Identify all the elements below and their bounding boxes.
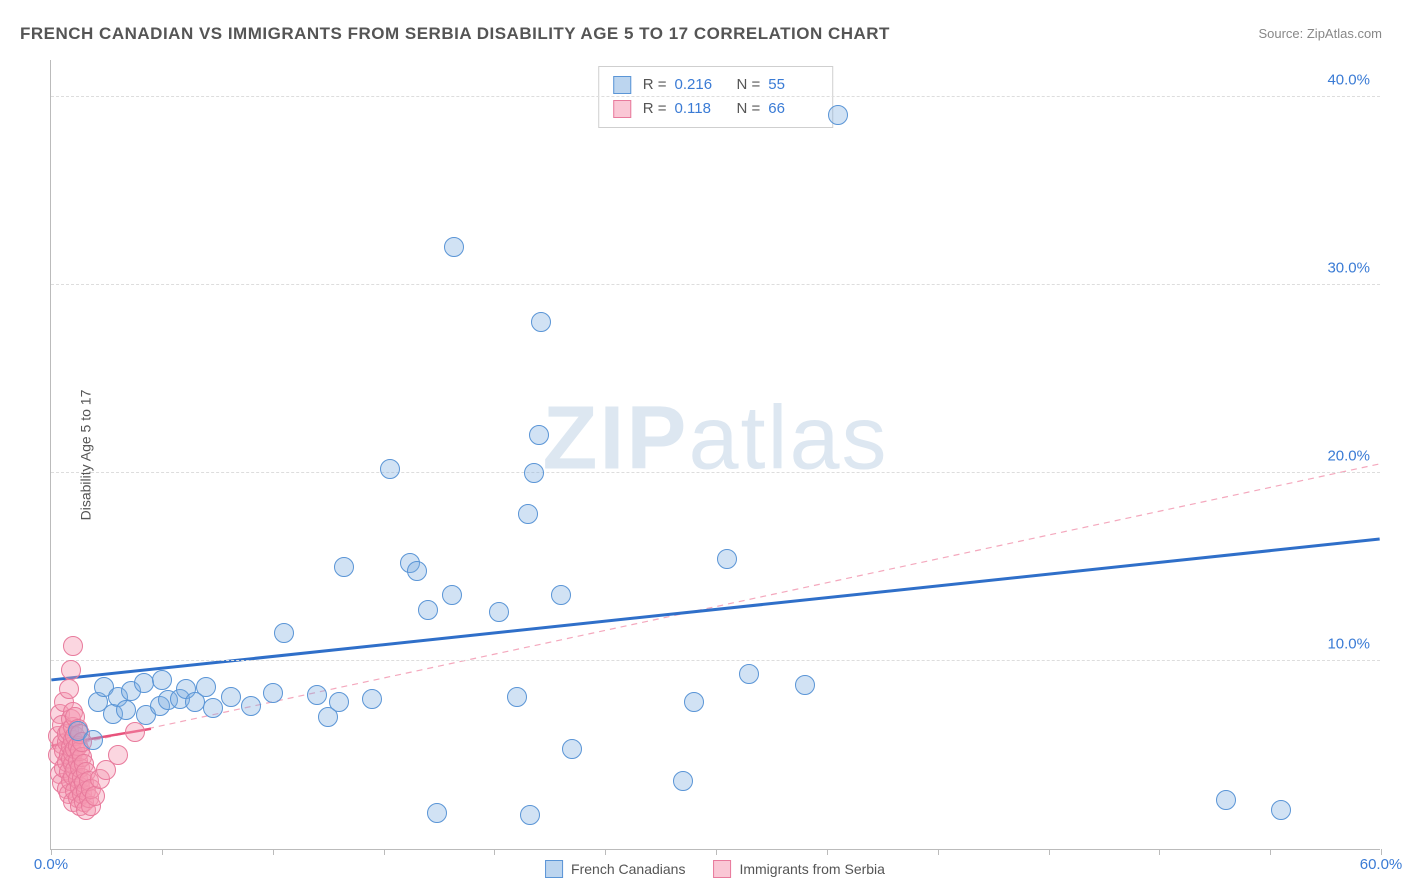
scatter-point-blue xyxy=(380,459,400,479)
scatter-point-blue xyxy=(116,700,136,720)
chart-title: FRENCH CANADIAN VS IMMIGRANTS FROM SERBI… xyxy=(20,24,890,44)
stat-legend: R = 0.216 N = 55 R = 0.118 N = 66 xyxy=(598,66,834,128)
scatter-point-blue xyxy=(427,803,447,823)
scatter-point-blue xyxy=(507,687,527,707)
r-value: 0.118 xyxy=(675,97,725,121)
scatter-point-blue xyxy=(334,557,354,577)
x-tick-mark xyxy=(1381,849,1382,855)
gridline-h xyxy=(51,284,1380,285)
scatter-point-blue xyxy=(524,463,544,483)
n-label: N = xyxy=(737,73,761,97)
scatter-point-blue xyxy=(152,670,172,690)
scatter-point-blue xyxy=(717,549,737,569)
legend-swatch-pink xyxy=(713,860,731,878)
scatter-point-blue xyxy=(795,675,815,695)
x-tick-mark xyxy=(384,849,385,855)
x-tick-label: 60.0% xyxy=(1360,856,1403,873)
scatter-point-blue xyxy=(221,687,241,707)
scatter-point-blue xyxy=(83,730,103,750)
scatter-point-blue xyxy=(1216,790,1236,810)
trend-lines xyxy=(51,60,1380,849)
x-tick-mark xyxy=(1270,849,1271,855)
scatter-point-pink xyxy=(59,679,79,699)
scatter-point-blue xyxy=(562,739,582,759)
scatter-point-blue xyxy=(1271,800,1291,820)
scatter-point-blue xyxy=(520,805,540,825)
y-tick-label: 40.0% xyxy=(1327,71,1370,88)
gridline-h xyxy=(51,96,1380,97)
scatter-point-blue xyxy=(274,623,294,643)
scatter-point-blue xyxy=(489,602,509,622)
scatter-point-blue xyxy=(307,685,327,705)
x-tick-label: 0.0% xyxy=(34,856,68,873)
scatter-point-blue xyxy=(407,561,427,581)
y-tick-label: 10.0% xyxy=(1327,635,1370,652)
scatter-point-blue xyxy=(444,237,464,257)
scatter-point-blue xyxy=(362,689,382,709)
r-label: R = xyxy=(643,97,667,121)
y-tick-label: 20.0% xyxy=(1327,447,1370,464)
scatter-point-pink xyxy=(108,745,128,765)
legend-label: French Canadians xyxy=(571,861,685,877)
legend-item-blue: French Canadians xyxy=(545,860,685,878)
legend-label: Immigrants from Serbia xyxy=(739,861,884,877)
scatter-point-blue xyxy=(203,698,223,718)
scatter-point-blue xyxy=(529,425,549,445)
n-value: 55 xyxy=(768,73,818,97)
x-tick-mark xyxy=(716,849,717,855)
scatter-point-blue xyxy=(673,771,693,791)
scatter-point-blue xyxy=(551,585,571,605)
y-tick-label: 30.0% xyxy=(1327,259,1370,276)
plot-region: ZIPatlas R = 0.216 N = 55 R = 0.118 N = 66 10.0… xyxy=(50,60,1380,850)
scatter-point-pink xyxy=(61,660,81,680)
gridline-h xyxy=(51,660,1380,661)
scatter-point-blue xyxy=(531,312,551,332)
bottom-legend: French Canadians Immigrants from Serbia xyxy=(545,860,885,878)
scatter-point-blue xyxy=(263,683,283,703)
scatter-point-blue xyxy=(739,664,759,684)
legend-item-pink: Immigrants from Serbia xyxy=(713,860,884,878)
scatter-point-blue xyxy=(828,105,848,125)
scatter-point-blue xyxy=(518,504,538,524)
scatter-point-pink xyxy=(85,786,105,806)
watermark: ZIPatlas xyxy=(542,387,888,490)
gridline-h xyxy=(51,472,1380,473)
scatter-point-blue xyxy=(442,585,462,605)
scatter-point-blue xyxy=(196,677,216,697)
r-label: R = xyxy=(643,73,667,97)
source-label: Source: ZipAtlas.com xyxy=(1258,26,1382,41)
scatter-point-blue xyxy=(684,692,704,712)
stat-legend-row: R = 0.118 N = 66 xyxy=(613,97,819,121)
n-label: N = xyxy=(737,97,761,121)
x-tick-mark xyxy=(273,849,274,855)
r-value: 0.216 xyxy=(675,73,725,97)
scatter-point-blue xyxy=(418,600,438,620)
x-tick-mark xyxy=(494,849,495,855)
x-tick-mark xyxy=(938,849,939,855)
chart-area: Disability Age 5 to 17 ZIPatlas R =0.216… xyxy=(50,60,1380,850)
legend-swatch-blue xyxy=(545,860,563,878)
x-tick-mark xyxy=(162,849,163,855)
legend-swatch-pink xyxy=(613,100,631,118)
x-tick-mark xyxy=(51,849,52,855)
x-tick-mark xyxy=(827,849,828,855)
x-tick-mark xyxy=(1049,849,1050,855)
legend-swatch-blue xyxy=(613,76,631,94)
x-tick-mark xyxy=(605,849,606,855)
scatter-point-blue xyxy=(241,696,261,716)
stat-legend-row: R = 0.216 N = 55 xyxy=(613,73,819,97)
n-value: 66 xyxy=(768,97,818,121)
scatter-point-blue xyxy=(329,692,349,712)
x-tick-mark xyxy=(1159,849,1160,855)
scatter-point-pink xyxy=(63,636,83,656)
scatter-point-pink xyxy=(125,722,145,742)
